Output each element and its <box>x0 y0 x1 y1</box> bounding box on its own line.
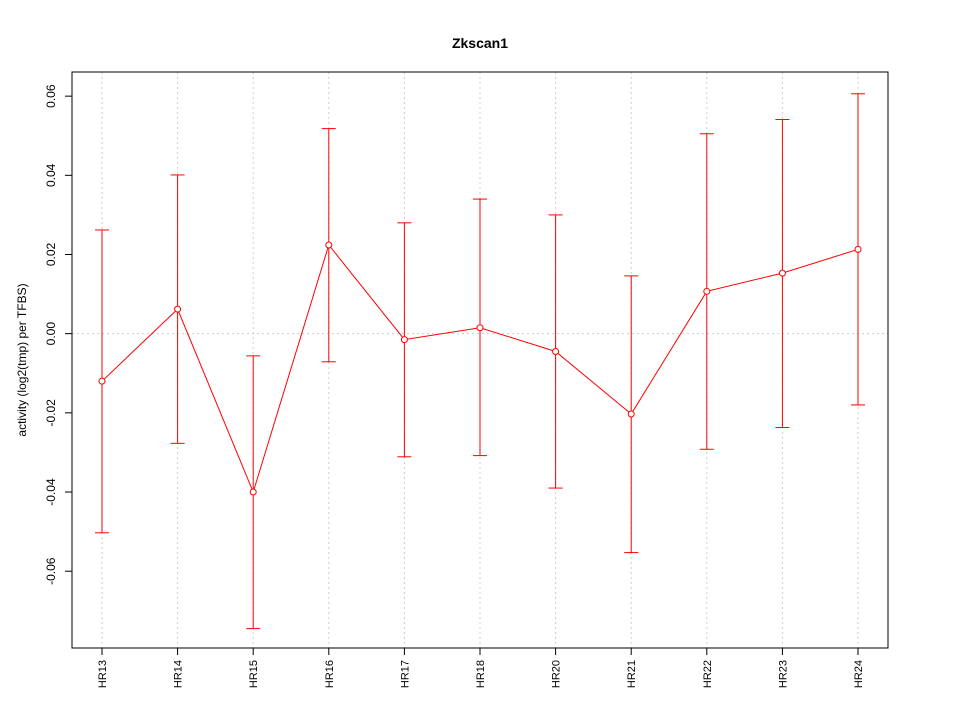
y-axis-label: activity (log2(tmp) per TFBS) <box>15 283 29 436</box>
data-point <box>325 241 333 249</box>
y-tick-label: -0.06 <box>44 557 58 585</box>
data-point <box>552 347 560 355</box>
x-tick-label: HR15 <box>248 660 260 688</box>
y-tick-label: 0.04 <box>44 163 58 187</box>
data-point <box>703 287 711 295</box>
x-tick-label: HR21 <box>626 660 638 688</box>
data-point <box>249 488 257 496</box>
x-tick-label: HR23 <box>777 660 789 688</box>
y-tick-label: -0.02 <box>44 399 58 427</box>
chart-title: Zkscan1 <box>452 35 508 51</box>
data-point <box>98 377 106 385</box>
y-tick-label: 0.02 <box>44 242 58 266</box>
series <box>95 93 865 630</box>
x-tick-label: HR14 <box>173 660 185 688</box>
data-point <box>627 410 635 418</box>
x-tick-label: HR17 <box>399 660 411 688</box>
x-tick-label: HR13 <box>97 660 109 688</box>
data-point <box>400 336 408 344</box>
y-axis: -0.06 -0.04 -0.02 0.00 0.02 0.04 0.06 <box>44 84 72 585</box>
data-point <box>174 305 182 313</box>
data-point <box>476 324 484 332</box>
x-tick-label: HR20 <box>551 660 563 688</box>
y-tick-label: 0.06 <box>44 84 58 108</box>
data-point <box>854 245 862 253</box>
x-tick-label: HR18 <box>475 660 487 688</box>
x-tick-label: HR24 <box>853 660 865 688</box>
x-tick-label: HR22 <box>702 660 714 688</box>
x-axis: HR13 HR14 HR15 HR16 HR17 HR18 HR20 HR21 HR22 HR23… <box>97 648 865 688</box>
x-tick-label: HR16 <box>324 660 336 688</box>
y-tick-label: 0.00 <box>44 322 58 346</box>
y-tick-label: -0.04 <box>44 478 58 506</box>
data-point <box>778 269 786 277</box>
